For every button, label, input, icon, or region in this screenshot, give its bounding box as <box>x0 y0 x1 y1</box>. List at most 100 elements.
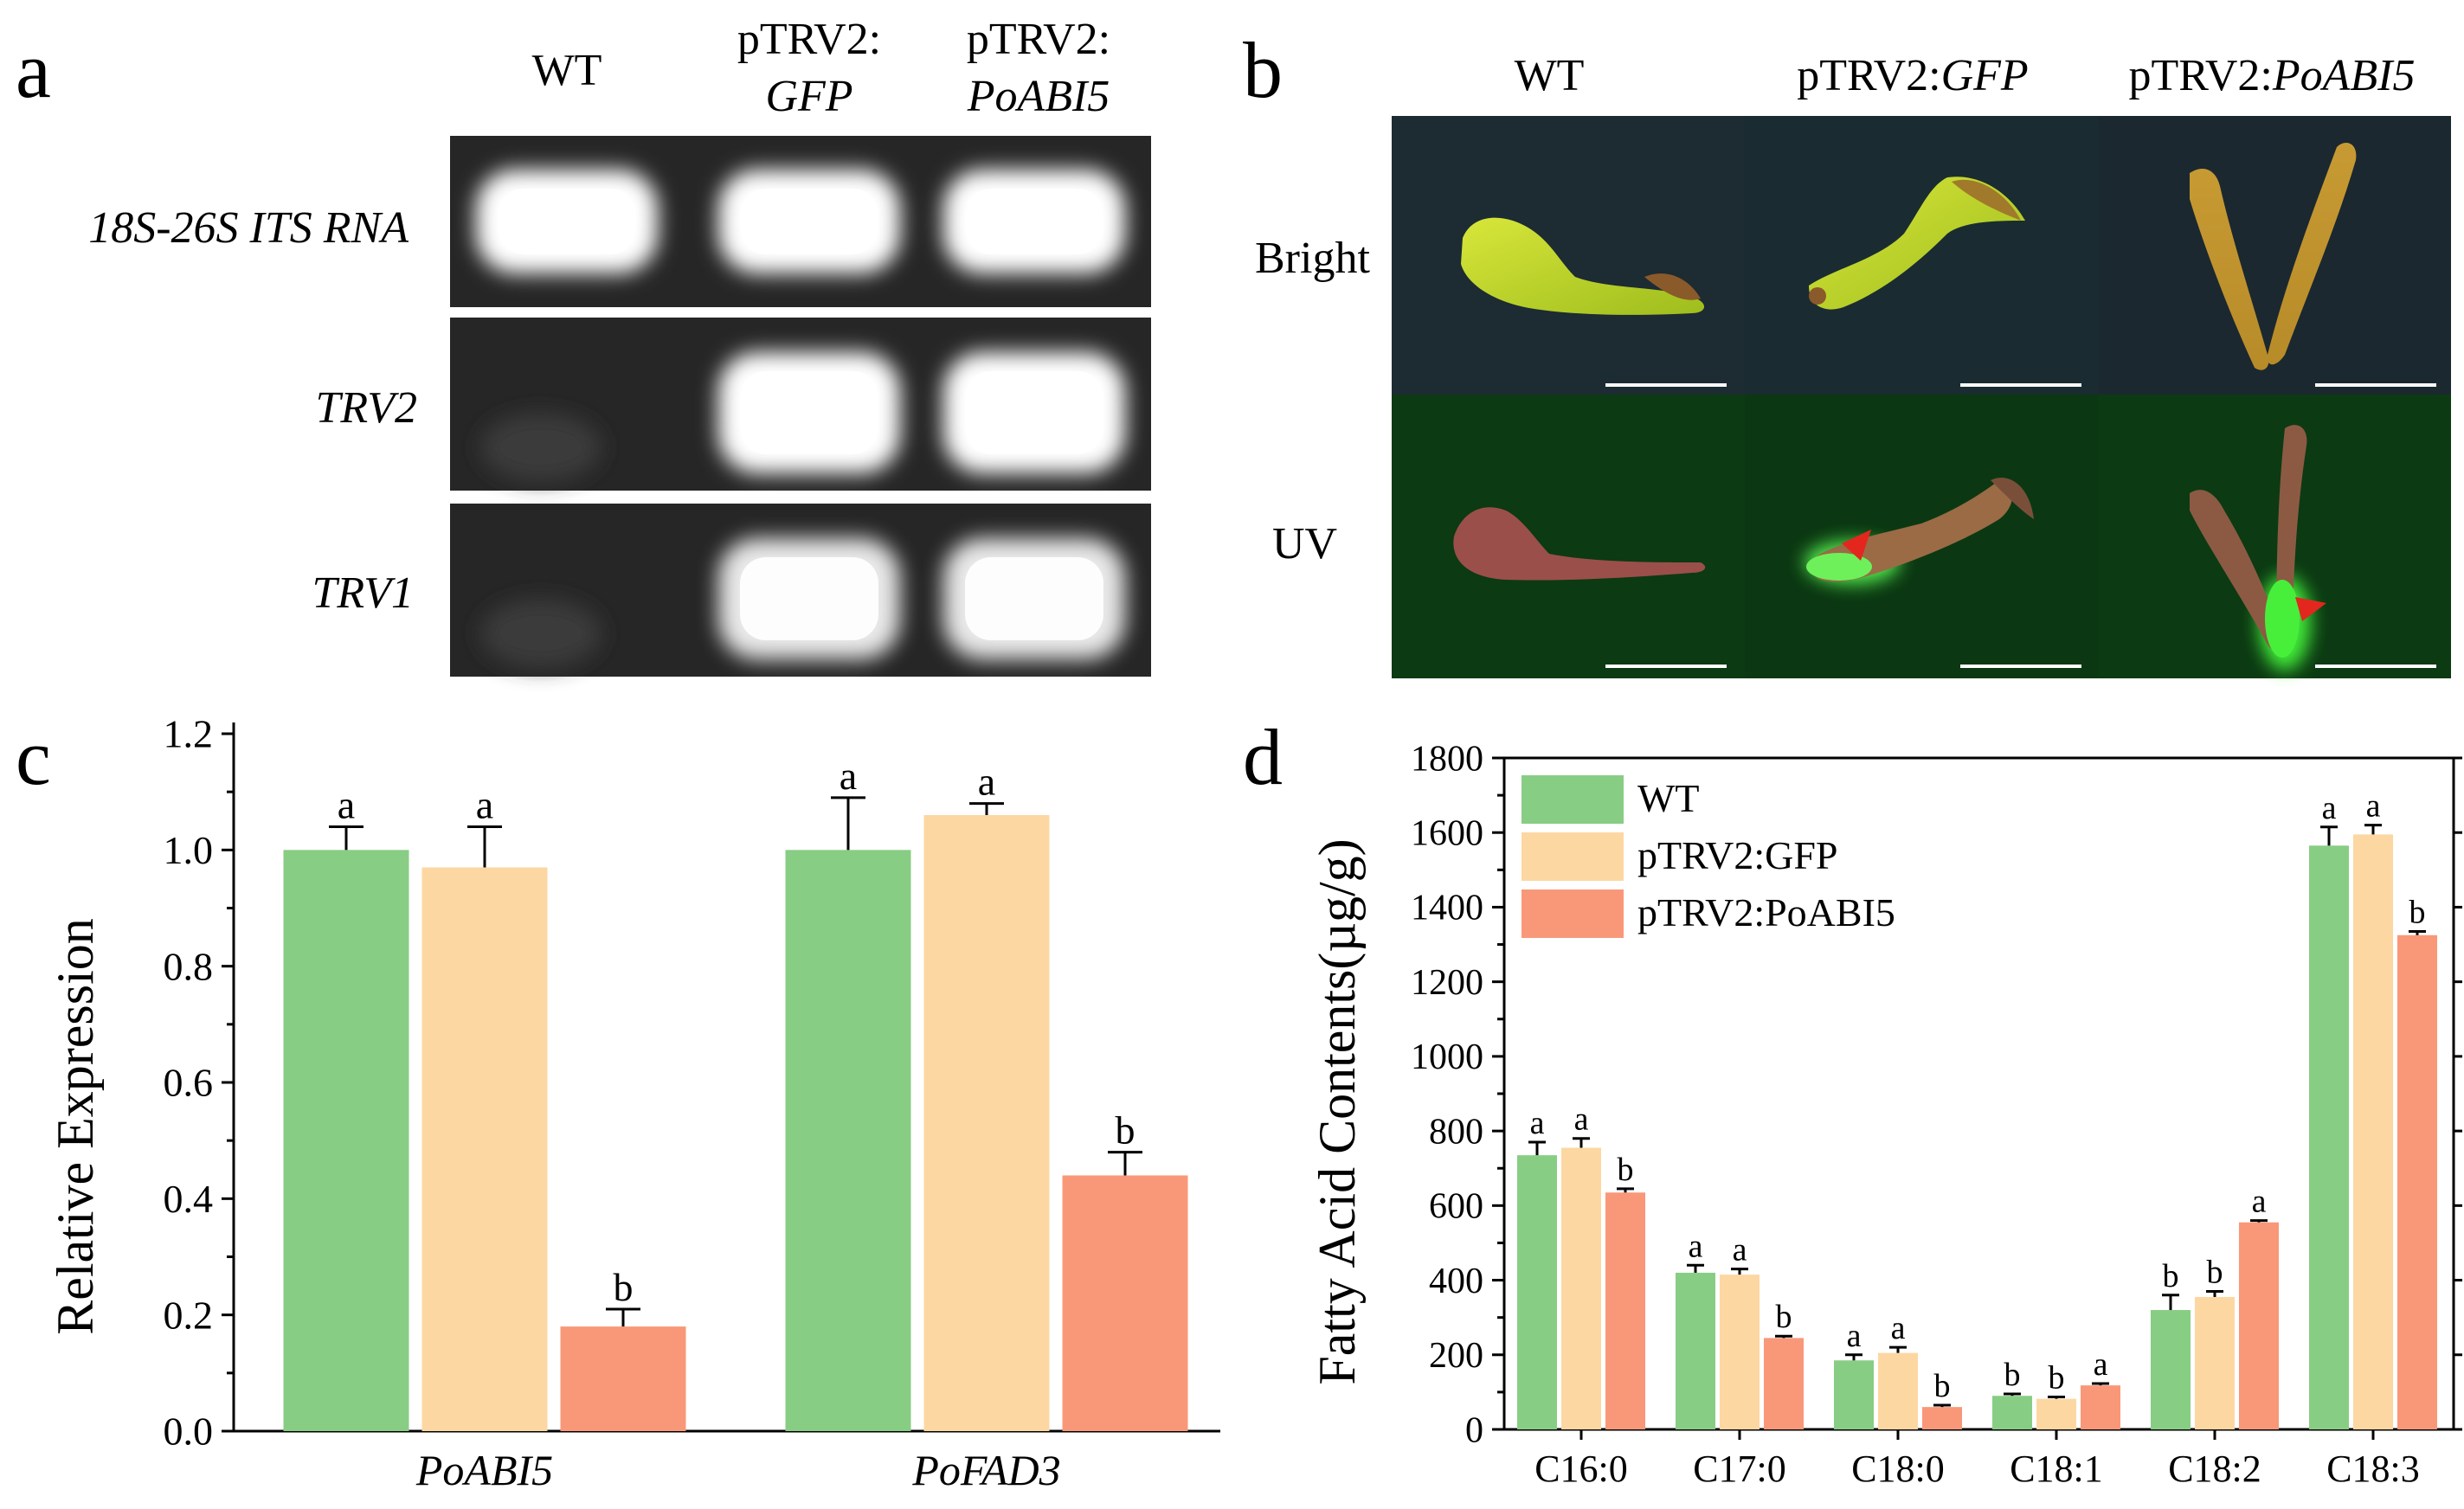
y-tick-label: 1800 <box>1411 739 1483 779</box>
legend-label: WT <box>1637 776 1700 820</box>
bar-pTRV2:PoABI5-C17:0 <box>1764 1338 1804 1429</box>
seedling-bright-gfp <box>1809 177 2025 310</box>
y-tick-label: 0.4 <box>164 1177 214 1221</box>
gel-row-its: 18S-26S ITS RNA <box>88 203 409 253</box>
y-tick-label: 1.0 <box>164 828 214 872</box>
gel-band-core <box>740 189 878 254</box>
x-tick-label: C18:0 <box>1851 1448 1945 1490</box>
arrowhead-gfp <box>1842 530 1871 561</box>
y-tick-label: 1000 <box>1411 1037 1483 1077</box>
significance-label: b <box>1618 1152 1634 1188</box>
photo-uv-wt <box>1392 395 1745 678</box>
legend-label: pTRV2:GFP <box>1637 833 1837 877</box>
y-tick-label: 200 <box>1429 1336 1483 1376</box>
seedling-bright-wt <box>1461 217 1705 315</box>
x-tick-label: C17:0 <box>1693 1448 1786 1490</box>
gel-row-trv2: TRV2 <box>315 383 417 433</box>
bar-pTRV2:PoABI5-C18:0 <box>1922 1407 1962 1429</box>
significance-label: a <box>2252 1184 2267 1220</box>
gel-column-labels: WT pTRV2: GFP pTRV2: PoABI5 <box>532 15 1111 121</box>
photo-col-wt: WT <box>1515 51 1585 100</box>
significance-label: a <box>840 754 857 798</box>
y-tick-label: 0.0 <box>164 1409 214 1454</box>
x-tick-label: PoFAD3 <box>911 1446 1060 1494</box>
gel-col-wt: WT <box>532 46 602 95</box>
bar-WT-C18:1 <box>1992 1396 2032 1429</box>
scale-bar <box>1960 665 2081 668</box>
gel-band-core <box>740 371 878 454</box>
chart-c: 0.0 0.2 0.4 0.6 0.8 1.0 1.2 a a b PoABI5 a a b PoFAD3 <box>164 712 1220 1494</box>
significance-label: a <box>2094 1346 2108 1383</box>
scale-bar <box>1960 383 2081 387</box>
photo-row-uv: UV <box>1272 519 1337 568</box>
photo-row-bright: Bright <box>1255 234 1370 283</box>
bar-WT-C18:2 <box>2151 1310 2191 1429</box>
significance-label: a <box>1530 1105 1545 1141</box>
y-tick-label: 1.2 <box>164 712 214 756</box>
bar-pTRV2:GFP-C16:0 <box>1561 1147 1601 1429</box>
bar-WT-C18:3 <box>2309 845 2349 1429</box>
legend-label: pTRV2:PoABI5 <box>1637 890 1895 934</box>
gel-col-gfp-line1: pTRV2: <box>737 15 881 64</box>
bar-WT-PoABI5 <box>283 850 409 1431</box>
bar-pTRV2:GFP-PoFAD3 <box>923 815 1050 1431</box>
x-tick-label: C18:1 <box>2010 1448 2103 1490</box>
scale-bar <box>1605 383 1727 387</box>
bar-pTRV2:PoABI5-PoFAD3 <box>1062 1175 1188 1431</box>
significance-label: b <box>2049 1359 2065 1396</box>
x-tick-label: PoABI5 <box>415 1446 553 1494</box>
photo-col-abi5: pTRV2:PoABI5 <box>2129 51 2416 100</box>
y-tick-label: 800 <box>1429 1112 1483 1152</box>
bar-pTRV2:GFP-PoABI5 <box>421 867 548 1431</box>
significance-label: a <box>2322 790 2337 826</box>
scale-bar <box>2315 665 2436 668</box>
y-tick-label: 1400 <box>1411 889 1483 928</box>
panel-a: a WT pTRV2: GFP pTRV2: PoABI5 18S-26S IT… <box>16 15 1151 677</box>
significance-label: b <box>1116 1108 1135 1153</box>
y-tick-label: 600 <box>1429 1187 1483 1227</box>
panel-d-letter: d <box>1243 713 1283 801</box>
gel-band-core <box>965 189 1103 254</box>
legend-swatch-pTRV2:PoABI5 <box>1522 889 1624 938</box>
significance-label: b <box>2409 894 2426 930</box>
bar-WT-C16:0 <box>1517 1155 1557 1429</box>
significance-label: a <box>1574 1101 1589 1138</box>
seedling-uv-wt <box>1453 507 1706 581</box>
significance-label: b <box>2163 1258 2179 1294</box>
gel-band-core <box>498 189 636 254</box>
y-tick-label: 1200 <box>1411 963 1483 1003</box>
bar-pTRV2:PoABI5-C16:0 <box>1605 1192 1645 1429</box>
seedling-bright-abi5 <box>2190 143 2357 370</box>
x-tick-label: C18:2 <box>2168 1448 2261 1490</box>
significance-label: a <box>1891 1310 1906 1346</box>
gel-strips <box>450 136 1151 677</box>
panel-b-letter: b <box>1243 26 1283 114</box>
panel-c-letter: c <box>16 713 51 801</box>
significance-label: a <box>1847 1318 1862 1354</box>
bar-pTRV2:PoABI5-PoABI5 <box>560 1326 686 1431</box>
significance-label: a <box>978 760 995 804</box>
panel-c: c Relative Expression 0.0 0.2 0.4 0.6 0.8 1.0… <box>16 712 1220 1494</box>
panel-d: d Fatty Acid Contents(µg/g) 0 200 400 600 80… <box>1243 713 2462 1490</box>
gel-col-abi5-line2: PoABI5 <box>967 72 1110 121</box>
bar-pTRV2:GFP-C17:0 <box>1720 1275 1760 1429</box>
significance-label: a <box>2366 788 2381 825</box>
gel-band-core <box>965 557 1103 640</box>
bar-pTRV2:GFP-C18:1 <box>2036 1398 2076 1429</box>
bar-pTRV2:PoABI5-C18:1 <box>2081 1385 2120 1429</box>
significance-label: a <box>338 782 355 826</box>
x-tick-label: C18:3 <box>2326 1448 2420 1490</box>
x-tick-label: C16:0 <box>1534 1448 1628 1490</box>
significance-label: b <box>614 1265 634 1309</box>
significance-label: b <box>1934 1368 1951 1404</box>
photo-bright-wt <box>1392 116 1745 395</box>
y-tick-label: 1600 <box>1411 814 1483 854</box>
significance-label: a <box>1733 1232 1747 1268</box>
bar-WT-PoFAD3 <box>785 850 911 1431</box>
bar-pTRV2:GFP-C18:0 <box>1878 1352 1918 1429</box>
y-tick-label: 0.2 <box>164 1293 214 1337</box>
scale-bar <box>2315 383 2436 387</box>
bar-pTRV2:GFP-C18:2 <box>2195 1296 2235 1429</box>
